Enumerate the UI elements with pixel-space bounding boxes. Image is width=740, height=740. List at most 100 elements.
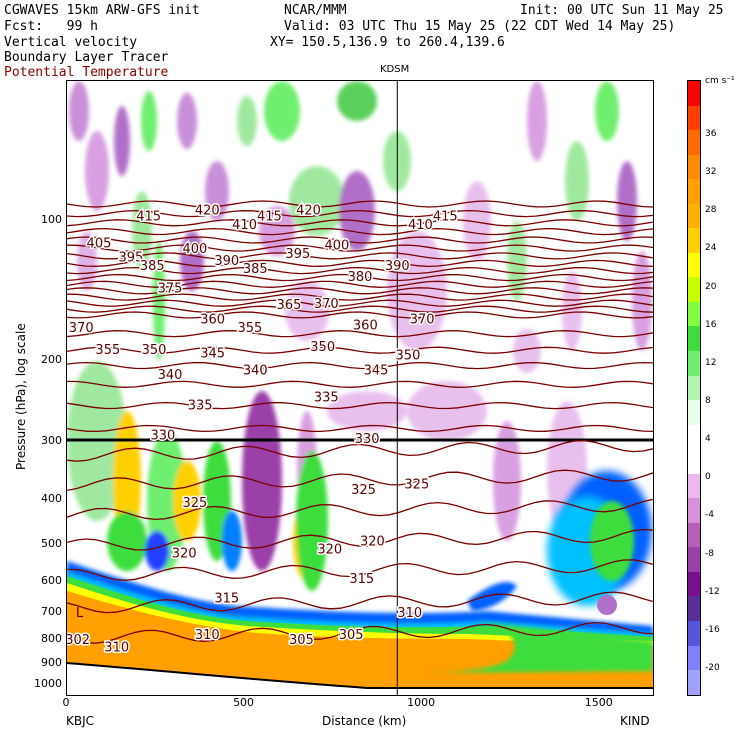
- theta-label: 370: [410, 312, 435, 327]
- model-title: CGWAVES 15km ARW-GFS init: [4, 3, 200, 18]
- theta-label: 360: [353, 318, 378, 333]
- theta-label: 350: [142, 343, 167, 358]
- colorbar: [687, 80, 701, 696]
- theta-label: 340: [158, 368, 183, 383]
- theta-label: 395: [285, 247, 310, 262]
- theta-contour-line: [67, 287, 653, 295]
- x-tick-label: 1000: [407, 696, 436, 709]
- colorbar-tick-label: 28: [705, 205, 717, 216]
- theta-contour-line: [67, 559, 653, 581]
- colorbar-tick-label: 8: [705, 396, 711, 406]
- y-tick-label: 400: [41, 492, 62, 506]
- colorbar-segment: [688, 670, 700, 695]
- theta-label: 310: [195, 628, 220, 643]
- theta-label: 395: [119, 251, 144, 266]
- colorbar-segment: [688, 252, 700, 278]
- theta-label: 340: [243, 363, 268, 378]
- theta-label: 330: [355, 432, 380, 447]
- valid-time: Valid: 03 UTC Thu 15 May 25 (22 CDT Wed …: [284, 19, 676, 34]
- theta-contour-line: [67, 200, 653, 208]
- theta-contour-line: [67, 280, 653, 288]
- x-endpoint-right: KIND: [620, 714, 650, 728]
- y-tick-label: 900: [41, 655, 62, 669]
- theta-label: 390: [385, 259, 410, 274]
- theta-contour-line: [67, 330, 653, 338]
- theta-contour-line: [67, 361, 653, 370]
- theta-contour-line: [67, 346, 653, 354]
- theta-label: 335: [188, 399, 213, 414]
- x-endpoint-left: KBJC: [66, 714, 95, 728]
- colorbar-segment: [688, 400, 700, 425]
- theta-label: 415: [136, 210, 161, 225]
- theta-label: 325: [182, 496, 207, 511]
- storm-green: [590, 501, 634, 581]
- cloud-tongue: [467, 581, 517, 611]
- theta-label: 370: [69, 321, 94, 336]
- theta-label: 370: [314, 297, 339, 312]
- theta-label: 410: [408, 218, 433, 233]
- theta-label: 325: [404, 478, 429, 493]
- field-potential-temperature: Potential Temperature: [4, 65, 169, 80]
- theta-label: 325: [351, 483, 376, 498]
- theta-contour-line: [67, 209, 653, 218]
- y-tick-label: 800: [41, 632, 62, 646]
- marker-label-kdsm: KDSM: [380, 64, 410, 75]
- colorbar-segment: [688, 301, 700, 327]
- theta-label: 355: [237, 321, 262, 336]
- colorbar-segment: [688, 522, 700, 548]
- theta-label: 345: [200, 346, 225, 361]
- cross-section-plot: 415 420 410 415 420 410 415 405 395 400 385 390 385 3…: [66, 80, 654, 696]
- theta-contour-line: [67, 273, 653, 282]
- theta-label: 315: [214, 591, 239, 606]
- storm-purple: [597, 595, 617, 615]
- colorbar-tick-label: 20: [705, 281, 717, 292]
- field-vertical-velocity: Vertical velocity: [4, 35, 138, 50]
- theta-label: 305: [289, 633, 314, 648]
- colorbar-tick-label: 32: [705, 167, 717, 178]
- theta-contour-line: [67, 252, 653, 260]
- x-axis-label: Distance (km): [322, 714, 407, 728]
- theta-label: 350: [310, 340, 335, 355]
- colorbar-units: cm s⁻¹: [705, 76, 735, 86]
- theta-label: 345: [364, 363, 389, 378]
- x-tick-label: 0: [62, 696, 70, 709]
- y-tick-label: 100: [41, 212, 62, 226]
- theta-label: 375: [158, 282, 183, 297]
- theta-label: 360: [200, 312, 225, 327]
- theta-contour-line: [67, 293, 653, 301]
- forecast-hour: Fcst: 99 h: [4, 19, 98, 34]
- theta-contour-line: [67, 227, 653, 236]
- theta-contour-line: [67, 469, 653, 492]
- colorbar-segment: [688, 105, 700, 131]
- colorbar-segment: [688, 547, 700, 572]
- cross-section-endpoints: XY= 150.5,136.9 to 260.4,139.6: [270, 35, 505, 50]
- theta-contours: [67, 200, 653, 644]
- theta-contour-line: [67, 311, 653, 319]
- terrain-line: [67, 662, 653, 689]
- colorbar-segment: [688, 571, 700, 597]
- colorbar-tick-label: 4: [705, 434, 711, 445]
- theta-label: 365: [277, 298, 302, 313]
- theta-contour-line: [67, 621, 653, 644]
- theta-label: 310: [397, 606, 422, 621]
- theta-label: 410: [232, 218, 257, 233]
- field-boundary-layer-tracer: Boundary Layer Tracer: [4, 50, 169, 65]
- theta-contour-line: [67, 401, 653, 410]
- colorbar-segment: [688, 130, 700, 155]
- theta-label: 400: [325, 238, 350, 253]
- theta-contour-line: [67, 528, 653, 551]
- colorbar-tick-label: -8: [705, 548, 714, 559]
- colorbar-tick-label: -16: [705, 624, 720, 635]
- theta-contour-line: [67, 266, 653, 275]
- colorbar-segment: [688, 621, 700, 646]
- theta-contour-line: [67, 498, 653, 521]
- theta-label: 420: [296, 203, 321, 218]
- theta-label: 400: [182, 242, 207, 257]
- colorbar-segment: [688, 277, 700, 302]
- colorbar-segment: [688, 351, 700, 376]
- y-tick-label: 600: [41, 574, 62, 588]
- colorbar-segment: [688, 473, 700, 499]
- colorbar-segment: [688, 326, 700, 352]
- center-label: NCAR/MMM: [284, 3, 347, 18]
